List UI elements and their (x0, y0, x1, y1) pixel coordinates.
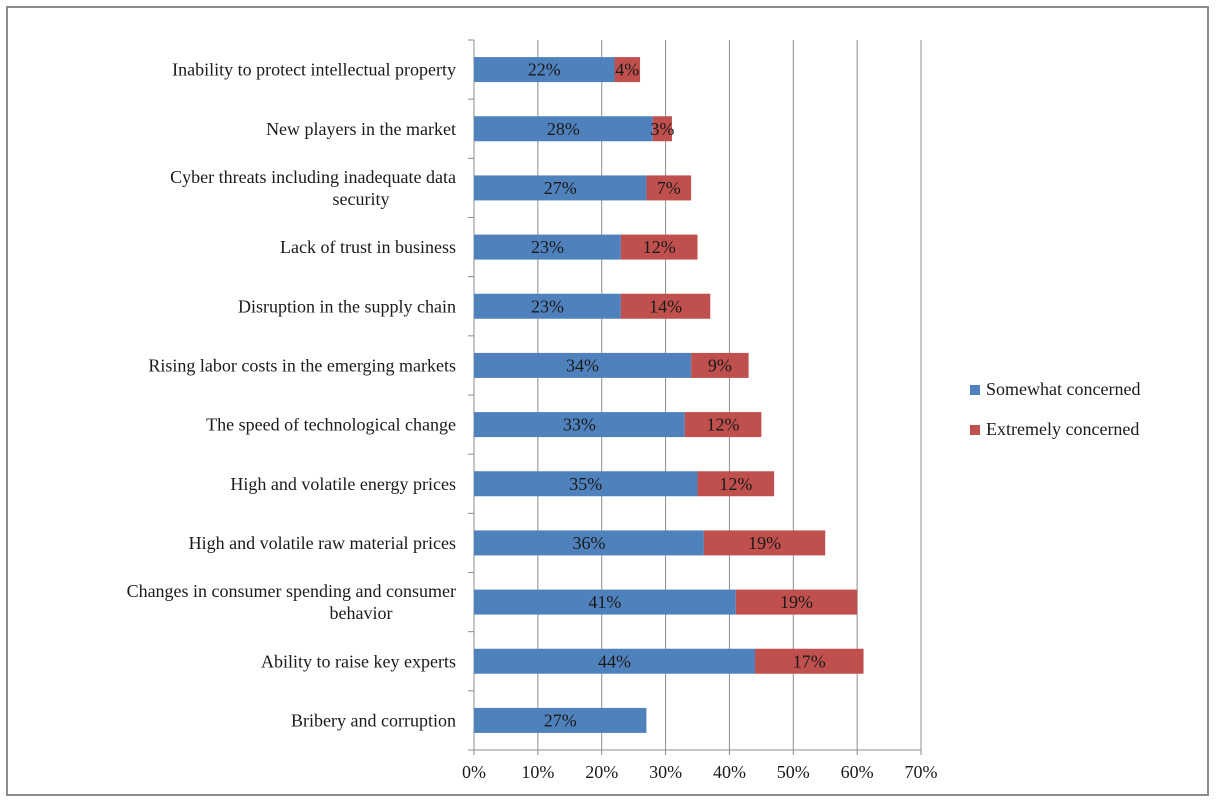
data-label: 27% (544, 178, 577, 198)
category-label: Lack of trust in business (280, 237, 456, 257)
x-tick-label: 50% (777, 762, 810, 782)
data-label: 19% (780, 592, 813, 612)
bar-somewhat-concerned (474, 648, 755, 674)
data-label: 19% (748, 533, 781, 553)
category-label: Cyber threats including inadequate data s… (170, 167, 456, 209)
bar-somewhat-concerned (474, 412, 685, 438)
bar-somewhat-concerned (474, 175, 647, 201)
bar-extremely-concerned (691, 352, 749, 378)
category-label: High and volatile raw material prices (189, 533, 456, 553)
bar-extremely-concerned (614, 57, 641, 83)
data-label: 9% (708, 355, 732, 375)
data-label: 12% (643, 237, 676, 257)
bar-extremely-concerned (735, 589, 858, 615)
x-tick-label: 60% (841, 762, 874, 782)
bar-somewhat-concerned (474, 589, 736, 615)
legend-label: Extremely concerned (986, 419, 1139, 439)
category-label: Changes in consumer spending and consume… (127, 581, 456, 623)
category-label: Disruption in the supply chain (238, 296, 456, 316)
bar-somewhat-concerned (474, 57, 615, 83)
x-tick-label: 70% (905, 762, 938, 782)
bar-extremely-concerned (652, 116, 672, 142)
x-tick-label: 30% (649, 762, 682, 782)
category-label: High and volatile energy prices (230, 474, 456, 494)
data-label: 12% (719, 474, 752, 494)
data-label: 28% (547, 119, 580, 139)
data-label: 4% (615, 60, 639, 80)
category-label: Inability to protect intellectual proper… (172, 60, 456, 80)
x-tick-label: 40% (713, 762, 746, 782)
legend-swatch (970, 385, 980, 395)
bar-somewhat-concerned (474, 530, 704, 556)
data-label: 35% (569, 474, 602, 494)
data-label: 23% (531, 296, 564, 316)
bar-extremely-concerned (697, 471, 775, 497)
data-label: 7% (657, 178, 681, 198)
category-label: Bribery and corruption (291, 710, 456, 730)
bar-extremely-concerned (754, 648, 864, 674)
data-label: 44% (598, 651, 631, 671)
x-tick-label: 0% (462, 762, 486, 782)
data-label: 12% (707, 415, 740, 435)
data-label: 22% (528, 60, 561, 80)
data-label: 17% (793, 651, 826, 671)
bar-extremely-concerned (703, 530, 826, 556)
bar-somewhat-concerned (474, 352, 692, 378)
legend-swatch (970, 425, 980, 435)
bar-extremely-concerned (620, 234, 698, 260)
data-label: 36% (572, 533, 605, 553)
bar-somewhat-concerned (474, 293, 621, 319)
data-label: 23% (531, 237, 564, 257)
bar-extremely-concerned (620, 293, 711, 319)
category-label: Ability to raise key experts (261, 651, 456, 671)
data-label: 41% (588, 592, 621, 612)
bar-somewhat-concerned (474, 707, 647, 733)
category-label: Rising labor costs in the emerging marke… (148, 355, 456, 375)
category-label: The speed of technological change (206, 415, 456, 435)
legend-label: Somewhat concerned (986, 379, 1140, 399)
data-label: 27% (544, 710, 577, 730)
bar-extremely-concerned (684, 412, 762, 438)
data-label: 34% (566, 355, 599, 375)
bar-extremely-concerned (646, 175, 692, 201)
data-label: 14% (649, 296, 682, 316)
data-label: 33% (563, 415, 596, 435)
category-label: New players in the market (266, 119, 456, 139)
bar-somewhat-concerned (474, 116, 653, 142)
data-label: 3% (650, 119, 674, 139)
bar-somewhat-concerned (474, 471, 698, 497)
x-tick-label: 10% (521, 762, 554, 782)
x-tick-label: 20% (585, 762, 618, 782)
bar-somewhat-concerned (474, 234, 621, 260)
